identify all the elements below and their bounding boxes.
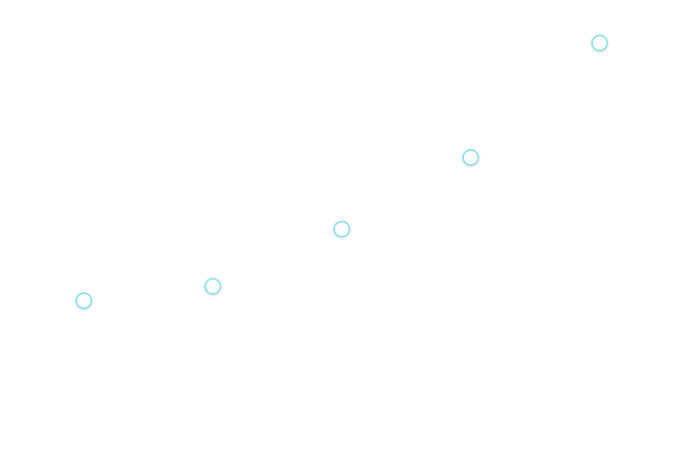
data-point-3[interactable] xyxy=(333,220,350,238)
data-points xyxy=(75,34,608,309)
data-point-1[interactable] xyxy=(75,292,93,309)
data-point-4[interactable] xyxy=(462,149,479,166)
data-point-2[interactable] xyxy=(204,278,222,295)
data-point-5[interactable] xyxy=(591,34,608,52)
